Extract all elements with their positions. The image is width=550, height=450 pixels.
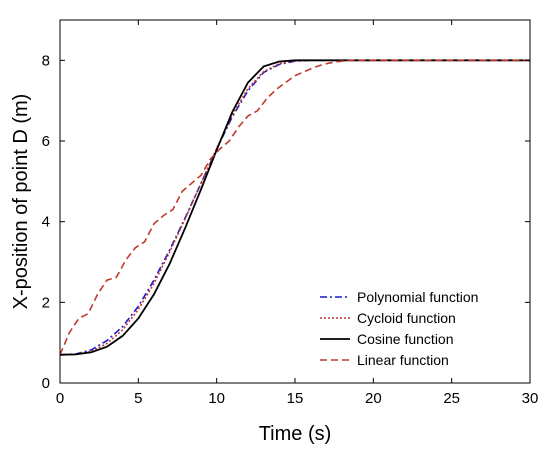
x-tick-label: 0 — [56, 390, 64, 407]
x-axis-title: Time (s) — [259, 423, 332, 445]
y-axis-title: X-position of point D (m) — [10, 94, 32, 310]
x-tick-label: 30 — [522, 390, 539, 407]
series-layer — [59, 59, 530, 356]
series-line-2 — [59, 59, 530, 356]
x-tick-label: 20 — [365, 390, 382, 407]
y-tick-label: 8 — [42, 52, 50, 69]
x-tick-label: 5 — [134, 390, 142, 407]
y-tick-label: 0 — [42, 375, 50, 392]
legend-label: Cosine function — [357, 331, 454, 347]
y-tick-label: 4 — [42, 214, 50, 231]
legend-label: Cycloid function — [357, 310, 456, 326]
y-tick-label: 2 — [42, 294, 50, 311]
x-tick-label: 10 — [208, 390, 225, 407]
legend-label: Linear function — [357, 352, 449, 368]
legend: Polynomial function Cycloid function Cosin… — [320, 289, 478, 368]
axes-layer: 0 5 10 15 20 25 30 0 2 4 6 8 — [42, 19, 539, 407]
x-tick-label: 25 — [443, 390, 460, 407]
legend-label: Polynomial function — [357, 289, 478, 305]
x-tick-label: 15 — [287, 390, 304, 407]
y-tick-label: 6 — [42, 133, 50, 150]
series-line-3 — [59, 59, 530, 356]
